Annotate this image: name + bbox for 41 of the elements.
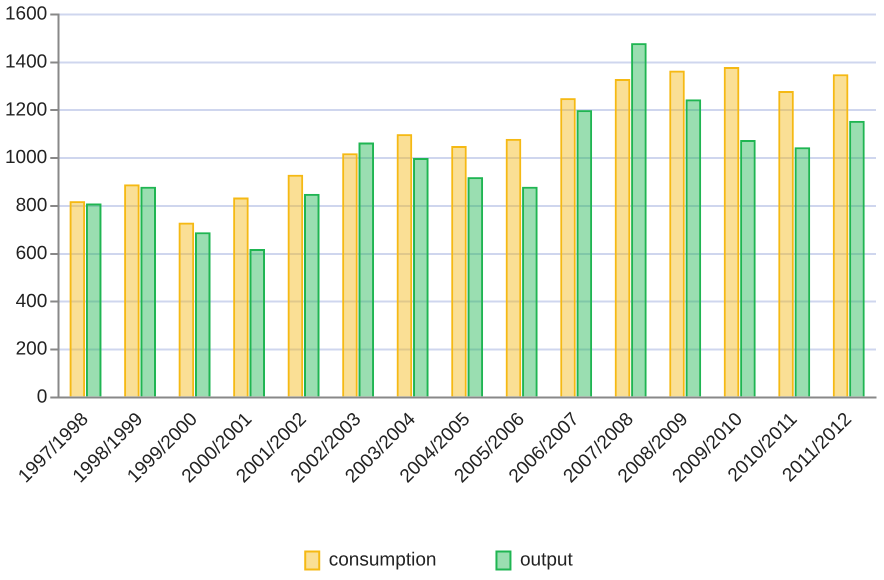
bar (86, 203, 102, 396)
bar (194, 232, 210, 396)
y-tick-label: 600 (16, 242, 48, 264)
bar (560, 98, 576, 396)
bar (740, 140, 756, 396)
bar (468, 177, 484, 396)
bar (576, 110, 592, 396)
bar (342, 153, 358, 396)
bar (522, 186, 538, 396)
y-tick-label: 1600 (4, 4, 48, 25)
y-tick-label: 200 (16, 338, 48, 360)
bar (451, 146, 467, 396)
bar (778, 90, 794, 396)
bar (614, 79, 630, 396)
y-tick-label: 400 (16, 290, 48, 312)
bar (669, 70, 685, 396)
bar (849, 120, 865, 396)
bar (413, 158, 429, 396)
y-tick-label: 1000 (4, 147, 48, 168)
bar (288, 174, 304, 396)
bar (358, 142, 374, 396)
bar (140, 186, 156, 396)
bar (396, 134, 412, 396)
bar (249, 248, 266, 396)
y-tick-label: 1200 (4, 99, 48, 120)
bar (178, 222, 194, 396)
bar (832, 74, 848, 396)
bar (70, 201, 86, 396)
bar (233, 198, 249, 396)
bar (506, 138, 522, 396)
bar (724, 67, 740, 396)
legend-label: output (520, 550, 574, 571)
legend-label: consumption (328, 550, 436, 571)
y-tick-label: 0 (36, 386, 48, 408)
bar (631, 43, 647, 396)
bar (794, 147, 810, 396)
bar (686, 99, 702, 396)
bar (124, 184, 140, 396)
bar (304, 194, 320, 396)
y-tick-label: 800 (16, 195, 48, 216)
y-tick-label: 1400 (4, 52, 48, 73)
